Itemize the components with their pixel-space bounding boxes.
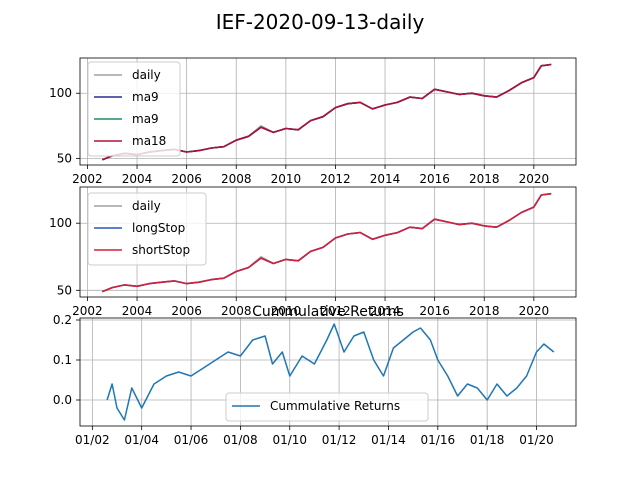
price-ma-panel: 2002 2004 2006 2008 2010 2012 2014 2016 2018 2020…	[49, 57, 577, 186]
x-tick-label: 2008	[221, 304, 252, 318]
price-stops-panel: 2002 2004 2006 2008 2010 2012 2014 2016 2018 2020…	[49, 186, 577, 318]
panel-title: Cummulative Returns	[252, 304, 404, 320]
axes-frame	[79, 186, 577, 298]
y-tick-label: 0.2	[53, 313, 72, 327]
figure-title: IEF-2020-09-13-daily	[216, 10, 425, 34]
x-tick-label: 2004	[122, 172, 153, 186]
x-tick-label: 2014	[370, 172, 401, 186]
x-tick-label: 2006	[171, 304, 202, 318]
x-tick-label: 2018	[469, 304, 500, 318]
y-tick-label: 50	[57, 151, 72, 165]
y-tick-label: 100	[49, 86, 72, 100]
legend	[87, 192, 207, 266]
x-tick-label: 01/18	[470, 433, 505, 447]
legend-label: shortStop	[132, 243, 190, 257]
x-tick-label: 01/14	[371, 433, 406, 447]
x-tick-label: 01/12	[322, 433, 357, 447]
y-tick-label: 50	[57, 283, 72, 297]
legend	[225, 392, 429, 422]
x-tick-label: 2008	[221, 172, 252, 186]
x-tick-label: 2016	[419, 172, 450, 186]
axes-frame	[79, 317, 577, 427]
x-tick-label: 01/16	[421, 433, 456, 447]
x-tick-label: 2018	[469, 172, 500, 186]
x-tick-label: 01/10	[272, 433, 307, 447]
x-tick-label: 2002	[72, 304, 103, 318]
legend-label: ma9	[132, 90, 159, 104]
y-tick-label: 100	[49, 216, 72, 230]
returns-panel: 01/02 01/04 01/06 01/08 01/10 01/12 01/14 01/16…	[53, 304, 577, 447]
series-line	[102, 192, 552, 293]
x-tick-label: 2012	[320, 304, 351, 318]
x-tick-label: 01/08	[223, 433, 258, 447]
x-tick-label: 2002	[72, 172, 103, 186]
x-tick-label: 01/04	[124, 433, 159, 447]
x-tick-label: 2004	[122, 304, 153, 318]
axes-frame	[79, 57, 577, 166]
x-tick-label: 2006	[171, 172, 202, 186]
legend	[87, 61, 181, 157]
legend-label: ma18	[132, 134, 166, 148]
series-line	[106, 323, 555, 421]
legend-label: daily	[132, 199, 161, 213]
x-tick-label: 2020	[519, 172, 550, 186]
legend-label: daily	[132, 68, 161, 82]
x-tick-label: 01/02	[75, 433, 110, 447]
legend-label: ma9	[132, 112, 159, 126]
x-tick-label: 01/20	[519, 433, 554, 447]
x-tick-label: 2016	[419, 304, 450, 318]
legend-label: Cummulative Returns	[270, 399, 400, 413]
x-tick-label: 2010	[271, 172, 302, 186]
legend-label: longStop	[132, 221, 185, 235]
x-tick-label: 2020	[519, 304, 550, 318]
y-tick-label: 0.1	[53, 353, 72, 367]
x-tick-label: 2014	[370, 304, 401, 318]
y-tick-label: 0.0	[53, 393, 72, 407]
x-tick-label: 01/06	[174, 433, 209, 447]
x-tick-label: 2012	[320, 172, 351, 186]
x-tick-label: 2010	[271, 304, 302, 318]
